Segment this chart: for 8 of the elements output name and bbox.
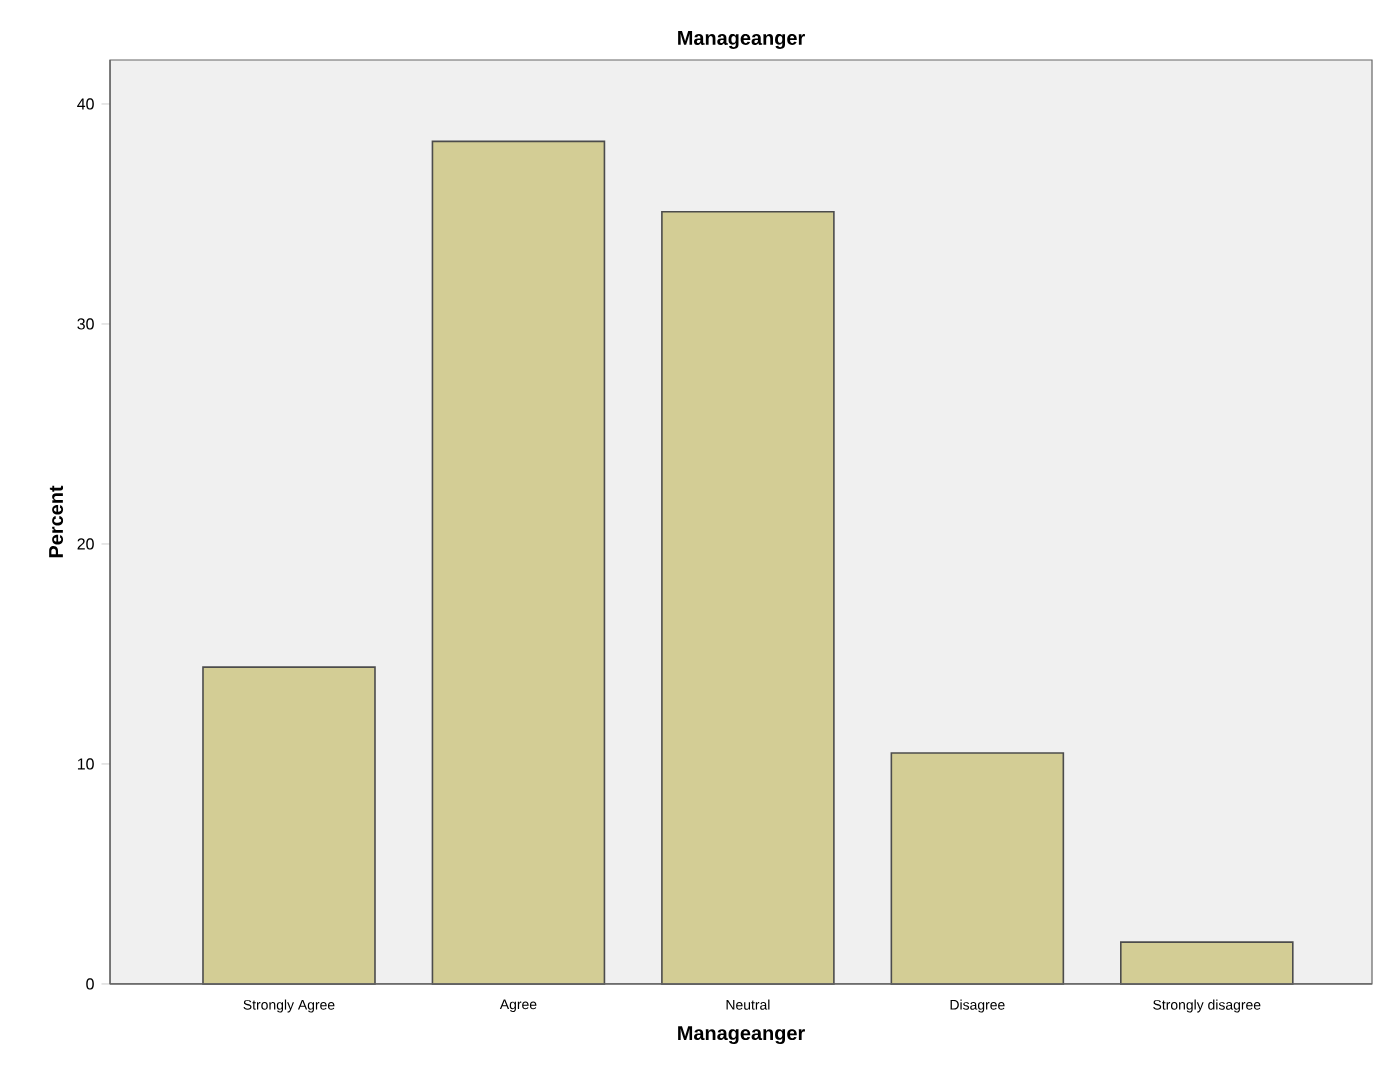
chart-title: Manageanger — [678, 31, 805, 49]
bar — [202, 666, 376, 985]
bar — [431, 140, 606, 985]
y-axis-title: Percent — [49, 485, 64, 558]
x-axis-title: Manageanger — [678, 1026, 805, 1045]
bar — [661, 210, 835, 985]
bar — [1120, 941, 1294, 985]
bar — [890, 752, 1065, 985]
